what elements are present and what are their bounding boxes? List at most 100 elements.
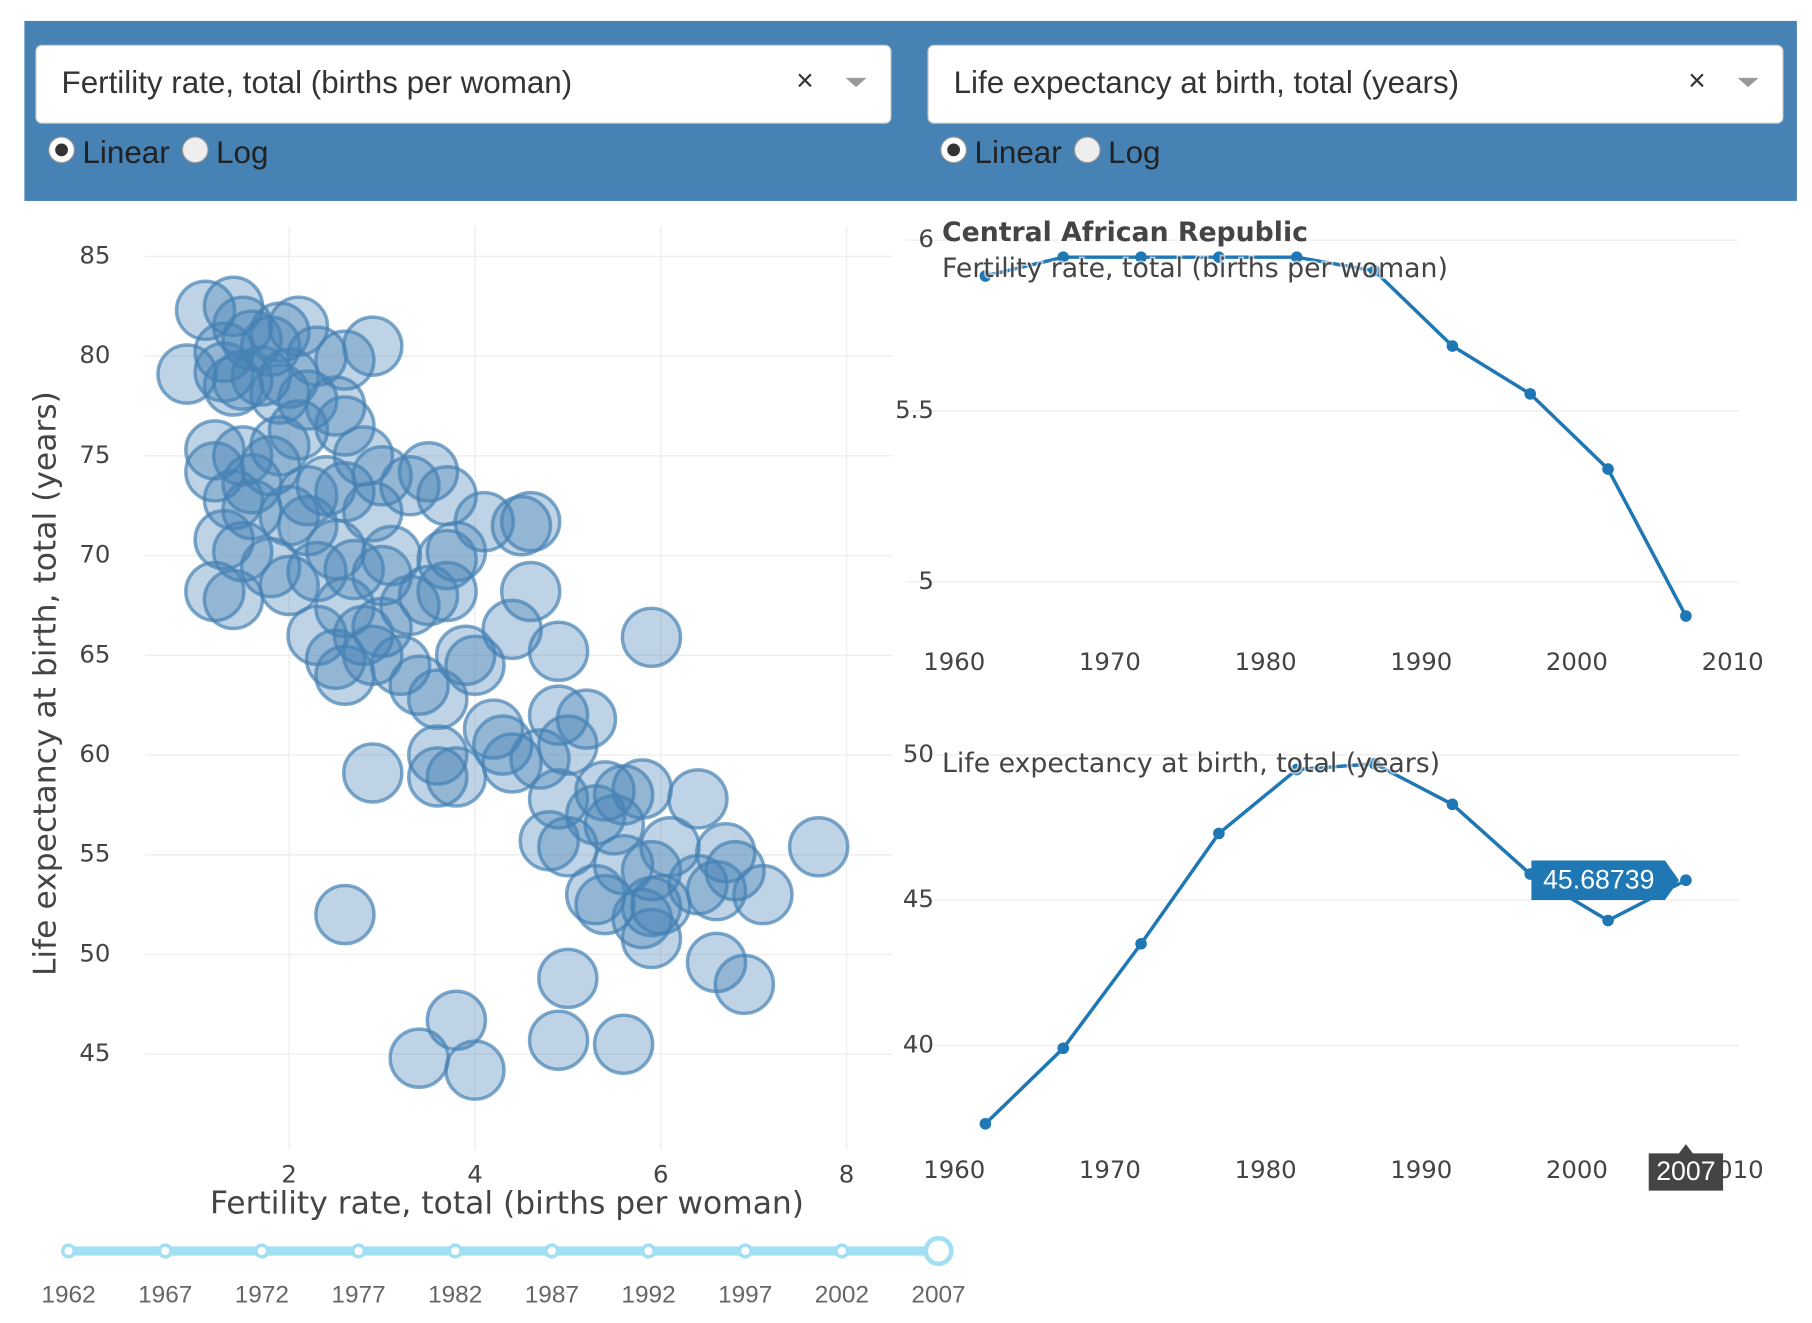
scatter-point[interactable]	[416, 528, 478, 591]
scatter-point[interactable]	[397, 564, 460, 627]
slider-label[interactable]: 2007	[911, 1282, 965, 1309]
slider-mark[interactable]	[60, 1243, 77, 1259]
scatter-point[interactable]	[592, 1013, 655, 1076]
scatter-point[interactable]	[314, 395, 376, 457]
scatter-point[interactable]	[472, 714, 534, 776]
clear-icon[interactable]: ×	[1688, 64, 1706, 97]
scatter-point[interactable]	[407, 668, 469, 730]
slider-label[interactable]: 2002	[815, 1282, 869, 1309]
scatter-point[interactable]	[527, 1009, 590, 1072]
scatter-point[interactable]	[444, 1039, 506, 1101]
line-point[interactable]	[1680, 610, 1692, 622]
y-tick-label: 5.5	[895, 395, 934, 424]
slider-mark[interactable]	[447, 1243, 463, 1259]
line-point[interactable]	[1446, 798, 1459, 811]
scatter-point[interactable]	[314, 644, 376, 707]
x-tick-label: 1980	[1235, 647, 1297, 676]
slider-mark[interactable]	[923, 1235, 954, 1267]
line-point[interactable]	[1213, 827, 1225, 840]
dropdown[interactable]	[35, 44, 892, 124]
slider-mark[interactable]	[544, 1243, 560, 1259]
scatter-point[interactable]	[499, 560, 562, 623]
slider-label[interactable]: 1972	[235, 1282, 289, 1309]
scatter-point[interactable]	[620, 606, 683, 669]
scatter-point[interactable]	[425, 520, 488, 583]
scatter-point[interactable]	[202, 468, 265, 531]
x-axis-title: Fertility rate, total (births per woman)	[210, 1186, 804, 1222]
scatter-point[interactable]	[407, 746, 469, 808]
scatter-point[interactable]	[211, 349, 274, 411]
line-point[interactable]	[1290, 251, 1303, 264]
slider-label[interactable]: 1987	[525, 1282, 579, 1309]
line-point[interactable]	[1368, 265, 1381, 277]
scatter-point[interactable]	[527, 620, 590, 683]
slider-label[interactable]: 1982	[428, 1282, 482, 1309]
scatter-point[interactable]	[314, 883, 376, 946]
line-point[interactable]	[979, 270, 992, 282]
scatter-point[interactable]	[499, 490, 562, 553]
scatter-point[interactable]	[732, 863, 794, 926]
slider-mark[interactable]	[640, 1243, 657, 1259]
scatter-point[interactable]	[425, 746, 488, 808]
scatter-point[interactable]	[258, 554, 320, 617]
slider-mark[interactable]	[254, 1243, 270, 1259]
line-point[interactable]	[979, 1117, 992, 1130]
line-point[interactable]	[1057, 251, 1070, 264]
slider-mark[interactable]	[737, 1243, 753, 1259]
annotation-title: Central African Republic	[942, 217, 1308, 248]
slider-label[interactable]: 1997	[718, 1282, 772, 1309]
scatter-point[interactable]	[713, 953, 776, 1016]
line-point[interactable]	[1057, 1042, 1070, 1055]
slider-mark[interactable]	[157, 1243, 173, 1259]
slider-label[interactable]: 1992	[621, 1282, 675, 1309]
scatter-point[interactable]	[416, 560, 478, 623]
slider-mark[interactable]	[834, 1243, 850, 1259]
scatter-point[interactable]	[574, 873, 636, 936]
scatter-point[interactable]	[202, 355, 265, 417]
dropdown[interactable]	[927, 44, 1784, 124]
scatter-point[interactable]	[202, 568, 265, 631]
scatter-point[interactable]	[193, 508, 255, 571]
scatter-point[interactable]	[434, 624, 497, 687]
scatter-point[interactable]	[537, 815, 599, 878]
slider-label[interactable]: 1967	[138, 1282, 192, 1309]
scatter-point[interactable]	[342, 315, 404, 377]
radio[interactable]	[1073, 136, 1101, 164]
line-point[interactable]	[1135, 251, 1147, 264]
radio-label[interactable]: Log	[1108, 135, 1160, 170]
line-point[interactable]	[1446, 340, 1459, 352]
line-point[interactable]	[1524, 388, 1537, 400]
scatter-point[interactable]	[620, 907, 683, 970]
line-point[interactable]	[1602, 463, 1614, 475]
x-tick-label: 1980	[1235, 1155, 1297, 1184]
y-tick-label: 40	[903, 1029, 934, 1058]
radio-label[interactable]: Log	[216, 135, 268, 170]
scatter-point[interactable]	[342, 742, 404, 804]
line-point[interactable]	[1135, 937, 1147, 950]
dropdown-arrow[interactable]	[1737, 77, 1759, 88]
scatter-point[interactable]	[537, 947, 599, 1010]
line-point[interactable]	[1602, 914, 1614, 927]
scatter-point[interactable]	[667, 768, 729, 830]
scatter-point[interactable]	[388, 1027, 451, 1089]
line-point[interactable]	[1680, 874, 1692, 887]
radio[interactable]	[181, 136, 209, 164]
radio-label[interactable]: Linear	[975, 135, 1062, 170]
scatter-point[interactable]	[314, 329, 376, 391]
x-tick-label: 2000	[1546, 1155, 1608, 1184]
line-point[interactable]	[1213, 251, 1225, 264]
scatter-point[interactable]	[509, 728, 571, 790]
line-point[interactable]	[1368, 757, 1381, 770]
radio-label[interactable]: Linear	[82, 135, 169, 170]
slider-label[interactable]: 1977	[331, 1282, 385, 1309]
clear-icon[interactable]: ×	[796, 64, 814, 97]
x-tick-label: 6	[653, 1159, 669, 1188]
dropdown-arrow[interactable]	[845, 77, 867, 88]
slider-mark[interactable]	[350, 1243, 367, 1259]
scatter-point[interactable]	[537, 714, 599, 776]
line-point[interactable]	[1290, 763, 1303, 776]
scatter-point[interactable]	[787, 815, 850, 878]
slider-label[interactable]: 1962	[41, 1282, 95, 1309]
scatter-point[interactable]	[462, 698, 525, 760]
